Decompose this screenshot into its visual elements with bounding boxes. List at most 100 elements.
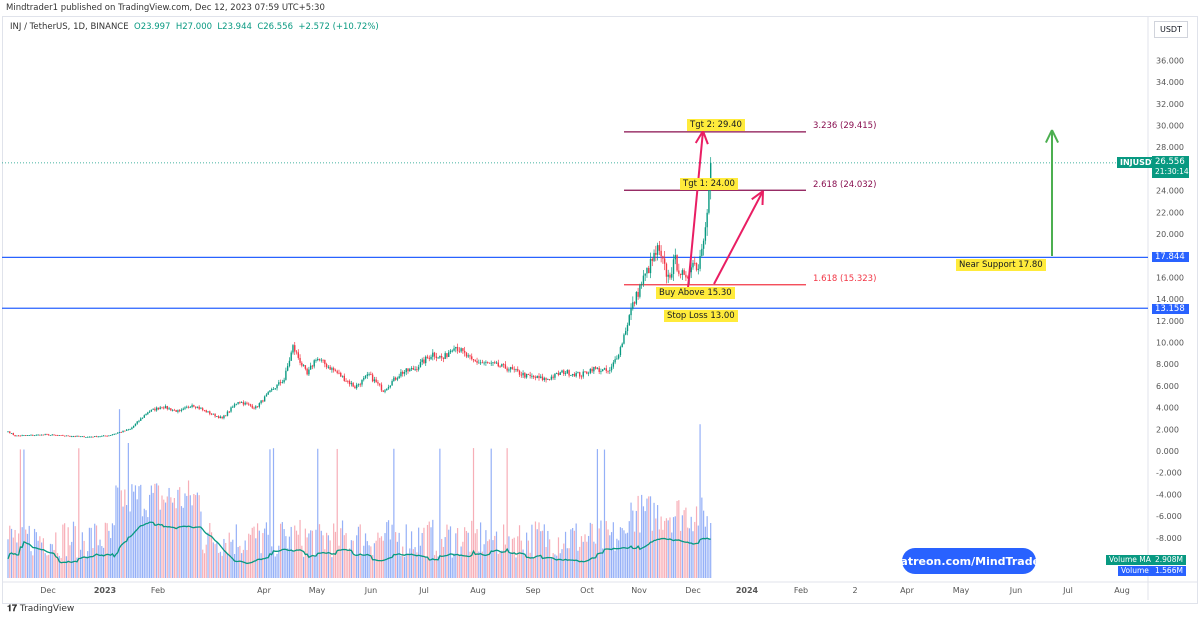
candle-body — [216, 416, 218, 417]
candle-body — [635, 291, 638, 304]
volume-bar — [223, 538, 225, 578]
volume-bar — [467, 532, 469, 578]
volume-bar — [256, 523, 259, 578]
volume-bar — [276, 553, 278, 578]
candle-body — [497, 362, 499, 367]
candle-body — [678, 270, 680, 274]
volume-bar — [612, 522, 614, 578]
volume-bar — [168, 487, 170, 578]
volume-bar — [345, 533, 347, 578]
volume-bar — [462, 541, 464, 578]
volume-bar — [409, 548, 411, 578]
candle-body — [467, 355, 469, 357]
candle-body — [357, 384, 360, 386]
candle-body — [189, 406, 192, 408]
volume-bar — [547, 530, 549, 578]
candle-body — [265, 394, 268, 397]
candle-body — [536, 376, 538, 378]
candle-body — [382, 390, 384, 392]
candle-body — [125, 429, 128, 431]
volume-bar — [219, 551, 221, 578]
volume-bar — [58, 555, 60, 578]
volume-bar — [610, 532, 613, 578]
candle-body — [309, 365, 312, 370]
target-2-arrow-shaft — [687, 130, 704, 289]
volume-bar — [170, 497, 172, 578]
volume-bar — [333, 523, 335, 578]
volume-bar — [549, 539, 551, 578]
volume-bar — [44, 553, 46, 578]
currency-button[interactable]: USDT — [1154, 21, 1188, 38]
volume-bar — [460, 546, 462, 578]
x-tick-label: Feb — [794, 586, 808, 595]
target-2-label: Tgt 2: 29.40 — [687, 119, 745, 131]
candle-body — [554, 373, 556, 378]
volume-bar — [317, 448, 319, 578]
volume-bar — [271, 546, 273, 578]
volume-bar — [191, 505, 193, 578]
candle-body — [138, 420, 140, 422]
volume-bar — [692, 531, 694, 578]
candle-body — [37, 434, 39, 436]
candle-body — [171, 409, 174, 411]
volume-bar — [646, 498, 648, 578]
volume-bar — [444, 537, 446, 578]
candle-body — [532, 375, 535, 378]
x-tick-label: 2 — [852, 586, 857, 595]
volume-bar — [285, 536, 287, 578]
volume-bar — [402, 546, 404, 578]
candle-body — [198, 406, 200, 409]
candle-body — [552, 376, 554, 378]
volume-bar — [143, 508, 145, 578]
candle-body — [164, 406, 167, 409]
candle-body — [531, 375, 533, 377]
candle-body — [352, 383, 354, 387]
y-tick-label: 10.000 — [1156, 339, 1184, 348]
candle-body — [187, 406, 190, 408]
volume-bar — [209, 523, 211, 578]
volume-bar — [264, 528, 266, 578]
volume-bar — [97, 545, 99, 578]
volume-bar — [471, 520, 473, 578]
volume-bar — [630, 502, 632, 578]
volume-bar — [518, 525, 521, 578]
volume-bar — [485, 530, 487, 578]
x-tick-label: Feb — [151, 586, 165, 595]
tradingview-logo[interactable]: 𝟏𝟕 TradingView — [7, 604, 74, 614]
volume-bar — [9, 525, 11, 578]
candle-body — [143, 415, 145, 418]
volume-bar — [664, 520, 666, 578]
volume-bar — [595, 543, 597, 578]
candle-body — [380, 384, 383, 391]
volume-bar — [49, 543, 52, 578]
volume-bar — [587, 535, 590, 578]
candle-body — [21, 435, 23, 437]
candle-body — [580, 376, 583, 378]
candle-body — [122, 430, 124, 433]
candle-body — [251, 405, 253, 408]
volume-bar — [389, 539, 391, 578]
volume-bar — [94, 523, 96, 578]
volume-bar — [62, 524, 64, 578]
candle-body — [12, 433, 15, 435]
volume-bar — [239, 545, 241, 578]
candle-body — [453, 348, 455, 351]
x-tick-label: Aug — [1114, 586, 1130, 595]
volume-bar — [506, 448, 508, 578]
candle-body — [341, 375, 344, 377]
x-tick-label: Jun — [364, 586, 378, 595]
candle-body — [421, 359, 423, 363]
x-tick-label: May — [953, 586, 970, 595]
candle-body — [672, 259, 675, 275]
volume-bar — [65, 556, 68, 578]
volume-bar — [554, 554, 556, 578]
candle-body — [389, 385, 392, 387]
volume-bar — [649, 496, 652, 578]
candle-body — [612, 362, 615, 367]
candle-body — [571, 373, 574, 376]
volume-bar — [481, 551, 483, 578]
volume-bar — [384, 533, 386, 578]
volume-bar — [249, 534, 252, 578]
candle-body — [295, 351, 298, 353]
